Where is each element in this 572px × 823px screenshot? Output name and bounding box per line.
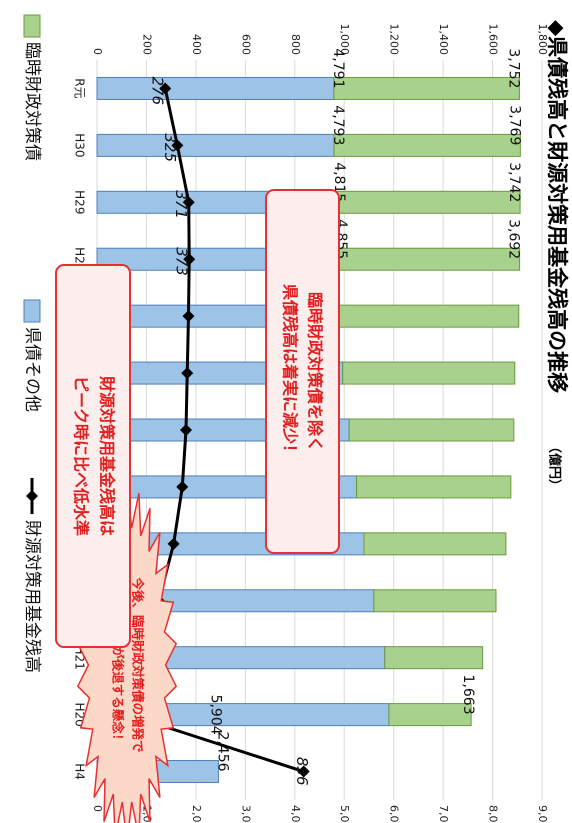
chart-title: ◆県債残高と財源対策用基金残高の推移 xyxy=(545,20,569,393)
bar-rinji xyxy=(363,532,507,556)
right-axis-tick-label: 1,200 xyxy=(388,24,401,56)
data-label-other: 5,904 xyxy=(208,695,224,735)
callout-box1-line2: 県債残高は着実に減少！ xyxy=(281,284,300,460)
data-label-fund: 373 xyxy=(173,247,191,276)
right-axis-tick-label: 1,000 xyxy=(338,24,351,56)
data-label-rinji: 3,752 xyxy=(505,48,521,88)
right-axis-tick-label: 200 xyxy=(140,34,153,55)
callout-box2-line2: ピーク時に比べ低水準 xyxy=(72,376,91,536)
line-fund-point xyxy=(180,424,192,436)
bar-rinji xyxy=(356,475,512,499)
left-axis-tick-label: 7,000 xyxy=(437,805,450,823)
legend-label-other: 県債その他 xyxy=(22,327,42,412)
bar-other xyxy=(96,76,335,100)
line-fund-point xyxy=(182,310,195,323)
callout-box2-line1: 財源対策用基金残高は xyxy=(98,376,117,536)
bar-rinji xyxy=(348,418,515,442)
data-label-rinji: 1,663 xyxy=(460,675,476,715)
category-tick-label: H4 xyxy=(73,763,87,780)
callout-burst-line1: 今後、臨時財政対策債の増発で xyxy=(131,576,146,752)
right-axis-tick-label: 800 xyxy=(289,34,302,55)
line-fund-point xyxy=(167,537,180,550)
legend-swatch-rinji xyxy=(23,14,41,38)
data-label-rinji: 3,769 xyxy=(506,105,522,145)
legend-label-rinji: 臨時財政対策債 xyxy=(22,42,42,161)
category-tick-label: H30 xyxy=(73,133,87,157)
data-label-fund: 371 xyxy=(172,190,190,219)
bar-rinji xyxy=(333,76,520,100)
data-label-rinji: 3,692 xyxy=(506,219,522,259)
bar-rinji xyxy=(338,304,520,328)
data-label-other: 2,456 xyxy=(214,731,230,771)
line-fund-point xyxy=(181,367,194,380)
right-axis-tick-label: 1,600 xyxy=(487,24,500,56)
right-axis-tick-label: 400 xyxy=(190,34,203,55)
legend-label-fund: 財源対策用基金残高 xyxy=(22,520,42,673)
unit-label: （億円） xyxy=(547,440,563,492)
bar-other xyxy=(96,133,335,157)
right-axis-tick-label: 600 xyxy=(239,34,252,55)
line-fund-point xyxy=(297,765,310,778)
data-label-fund: 325 xyxy=(161,133,179,162)
bar-rinji xyxy=(342,361,516,385)
rotated-chart: 0 1,000 2,000 3,000 4,000 5,000 6,000 7,000 8,00… xyxy=(22,14,569,823)
left-axis-tick-label: 9,000 xyxy=(536,805,549,823)
data-label-fund: 836 xyxy=(293,757,311,786)
left-axis-tick-label: 2,000 xyxy=(190,805,203,823)
callout-box1 xyxy=(265,189,340,554)
data-label-other: 4,793 xyxy=(330,105,346,145)
bar-rinji xyxy=(334,190,521,214)
callout-box1-line1: 臨時財政対策債を除く xyxy=(306,292,325,452)
line-fund-point xyxy=(182,196,195,209)
bar-rinji xyxy=(373,589,497,613)
left-axis-tick-label: 3,000 xyxy=(239,805,252,823)
data-label-other: 4,791 xyxy=(330,48,346,88)
callout-box2 xyxy=(55,264,131,648)
left-axis-tick-label: 8,000 xyxy=(487,805,500,823)
left-axis-tick-label: 5,000 xyxy=(338,805,351,823)
right-axis-tick-label: 1,400 xyxy=(437,24,450,56)
right-axis-tick-label: 1,800 xyxy=(536,24,549,56)
line-fund-point xyxy=(183,253,196,266)
category-tick-label: R元 xyxy=(73,78,87,98)
line-fund-point xyxy=(176,480,189,493)
legend-marker-fund xyxy=(26,490,38,502)
left-axis-tick-label: 0 xyxy=(91,805,104,812)
bar-rinji xyxy=(333,133,521,157)
legend-swatch-other xyxy=(23,299,41,323)
left-axis-tick-label: 6,000 xyxy=(388,805,401,823)
line-fund-point xyxy=(171,139,184,152)
left-axis-tick-label: 4,000 xyxy=(289,805,302,823)
bar-rinji xyxy=(388,703,472,727)
line-fund-point xyxy=(159,82,172,95)
data-label-fund: 276 xyxy=(149,76,167,105)
bar-rinji xyxy=(336,247,521,271)
category-tick-label: H29 xyxy=(73,190,87,214)
data-label-rinji: 3,742 xyxy=(506,162,522,202)
bar-rinji xyxy=(384,646,484,670)
right-axis-tick-label: 0 xyxy=(91,48,104,55)
